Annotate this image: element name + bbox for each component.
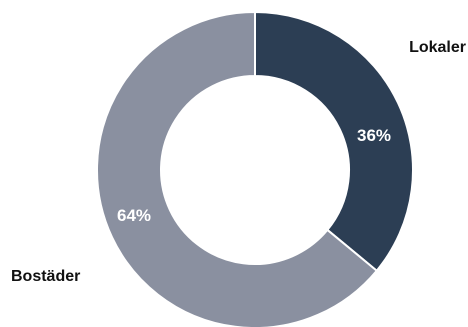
category-label-bostader: Bostäder bbox=[11, 268, 80, 285]
category-label-lokaler: Lokaler bbox=[409, 39, 466, 56]
donut-slice-lokaler bbox=[254, 10, 414, 273]
slice-value-label-lokaler: 36% bbox=[357, 126, 391, 145]
donut-slice-bost-der bbox=[96, 10, 379, 327]
slice-value-label-bostader: 64% bbox=[117, 206, 151, 225]
slices-group bbox=[96, 10, 414, 327]
